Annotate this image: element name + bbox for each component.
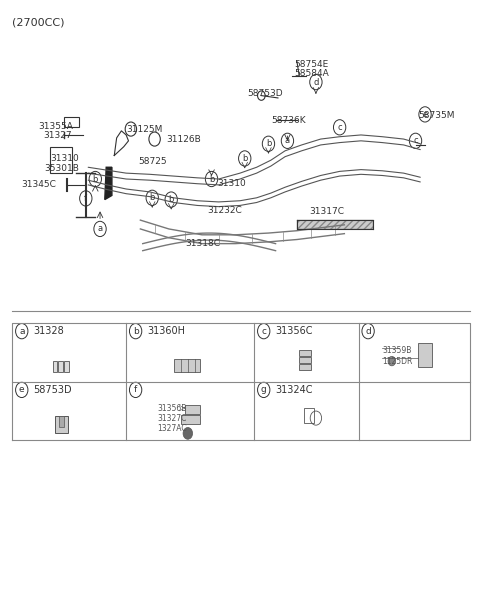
Text: a: a (19, 327, 24, 336)
FancyBboxPatch shape (300, 350, 311, 356)
Text: 31310: 31310 (50, 154, 79, 163)
Text: 31317C: 31317C (309, 207, 344, 216)
Text: e: e (19, 385, 24, 394)
Text: 31324C: 31324C (276, 385, 313, 395)
FancyBboxPatch shape (300, 364, 311, 370)
Text: 58754E: 58754E (295, 60, 329, 69)
Text: 58584A: 58584A (295, 69, 329, 78)
Text: 31318C: 31318C (185, 239, 220, 248)
FancyBboxPatch shape (58, 361, 63, 372)
Text: 31360H: 31360H (147, 326, 185, 336)
FancyBboxPatch shape (418, 343, 432, 367)
Text: b: b (150, 193, 155, 202)
Text: b: b (133, 327, 139, 336)
Text: d: d (313, 78, 319, 87)
FancyBboxPatch shape (300, 357, 311, 363)
Text: b: b (93, 174, 98, 183)
FancyBboxPatch shape (55, 416, 68, 433)
FancyBboxPatch shape (174, 359, 200, 372)
Text: 1327AC: 1327AC (157, 424, 187, 433)
FancyBboxPatch shape (64, 361, 69, 372)
FancyBboxPatch shape (59, 416, 64, 427)
Text: c: c (261, 327, 266, 336)
Text: 31328: 31328 (34, 326, 64, 336)
Text: 31232C: 31232C (207, 206, 241, 215)
Text: 31359B: 31359B (383, 346, 412, 355)
Text: b: b (168, 195, 174, 204)
Text: 58753D: 58753D (247, 90, 283, 98)
Text: a: a (97, 224, 103, 234)
Text: f: f (134, 385, 137, 394)
Text: d: d (365, 327, 371, 336)
Text: 31356C: 31356C (276, 326, 313, 336)
Text: c: c (413, 136, 418, 145)
FancyBboxPatch shape (53, 361, 57, 372)
Text: e: e (422, 110, 428, 119)
Text: g: g (261, 385, 266, 394)
Circle shape (388, 356, 396, 366)
Text: 31345C: 31345C (22, 180, 57, 189)
Text: b: b (209, 174, 214, 183)
Polygon shape (105, 167, 112, 200)
Text: b: b (266, 139, 271, 148)
Text: 58736K: 58736K (271, 116, 305, 125)
Text: 58753D: 58753D (34, 385, 72, 395)
Text: a: a (285, 136, 290, 145)
Text: 31125M: 31125M (126, 125, 163, 133)
Text: 58735M: 58735M (418, 111, 455, 120)
Circle shape (183, 428, 192, 439)
Text: 31310: 31310 (217, 178, 246, 187)
FancyBboxPatch shape (185, 405, 200, 414)
Text: 58725: 58725 (138, 157, 167, 166)
Text: 31327: 31327 (43, 131, 72, 140)
FancyBboxPatch shape (180, 415, 200, 424)
Text: c: c (337, 123, 342, 132)
Text: f: f (84, 194, 87, 203)
Text: 31126B: 31126B (167, 135, 201, 144)
Text: 31327C: 31327C (157, 414, 186, 423)
Text: 35301B: 35301B (45, 164, 79, 173)
Text: 31356B: 31356B (157, 404, 186, 413)
Text: (2700CC): (2700CC) (12, 17, 65, 27)
Text: 1125DR: 1125DR (383, 356, 413, 366)
Text: b: b (242, 154, 247, 163)
Text: 31355A: 31355A (38, 122, 73, 130)
